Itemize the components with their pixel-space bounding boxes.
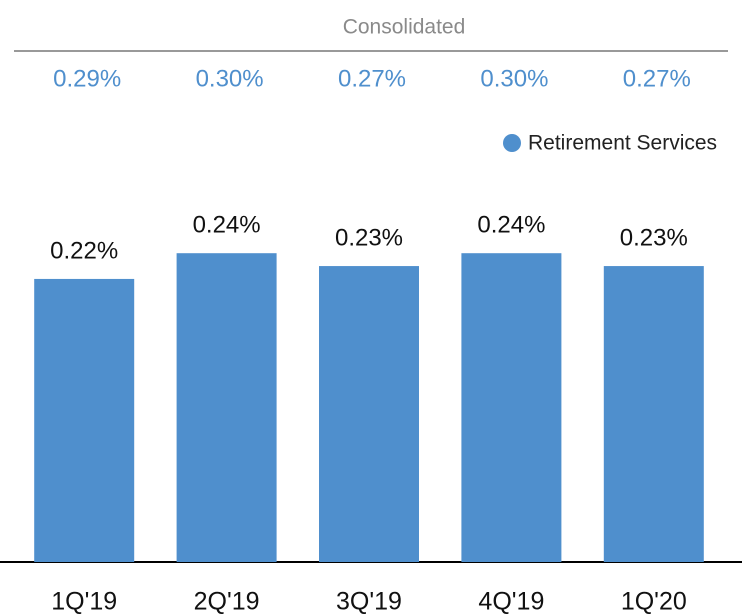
bar xyxy=(34,278,135,562)
x-tick-label: 1Q'19 xyxy=(51,588,117,616)
legend-label: Retirement Services xyxy=(528,132,717,155)
consolidated-value: 0.30% xyxy=(196,65,264,92)
consolidated-value: 0.30% xyxy=(480,65,548,92)
value-label: 0.24% xyxy=(193,212,261,239)
value-label: 0.22% xyxy=(50,237,118,264)
bar xyxy=(176,253,277,562)
bar xyxy=(603,266,704,562)
bar xyxy=(319,266,419,562)
consolidated-value: 0.27% xyxy=(623,65,691,92)
value-label: 0.24% xyxy=(477,212,545,239)
table-header: Consolidated xyxy=(343,16,466,39)
value-label: 0.23% xyxy=(335,224,403,251)
consolidated-value: 0.27% xyxy=(338,65,406,92)
x-tick-label: 4Q'19 xyxy=(478,588,544,616)
x-tick-label: 3Q'19 xyxy=(336,588,402,616)
consolidated-value: 0.29% xyxy=(53,65,121,92)
x-tick-label: 2Q'19 xyxy=(194,588,260,616)
x-tick-label: 1Q'20 xyxy=(621,588,687,616)
bar xyxy=(461,253,562,562)
value-label: 0.23% xyxy=(620,224,688,251)
legend-marker xyxy=(503,134,521,152)
